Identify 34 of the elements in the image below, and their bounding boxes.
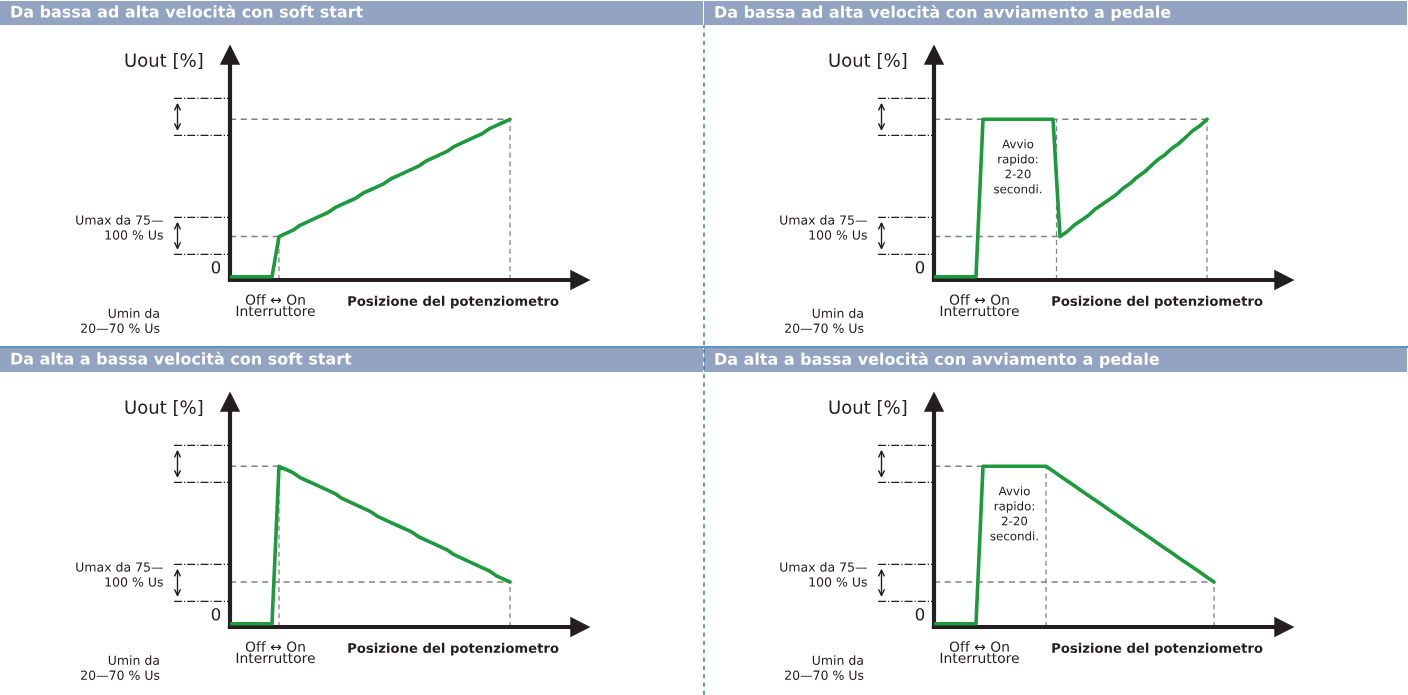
text: Umin da 20—70 % Us — [785, 655, 864, 680]
text: Interruttore — [940, 652, 1019, 664]
y-axis-title: Uout [%] — [125, 53, 203, 70]
text: Interruttore — [236, 652, 315, 664]
annotation: Avvio rapido: 2-20 secondi. — [990, 486, 1038, 541]
text: Umin da 20—70 % Us — [785, 308, 864, 333]
text: Interruttore — [236, 305, 315, 317]
x-axis-title: Posizione del potenziometro — [348, 642, 559, 656]
y-axis-title: Uout [%] — [829, 400, 907, 417]
text: Umin da 20—70 % Us — [81, 655, 160, 680]
chart-title: Da alta a bassa velocità con soft start — [11, 351, 352, 365]
text: 0 — [915, 607, 925, 621]
text: Off ↔ On — [949, 641, 1009, 652]
chart-title: Da alta a bassa velocità con avviamento a pedale — [715, 351, 1159, 369]
y-axis-title: Uout [%] — [125, 400, 203, 417]
text: Umax da 75— 100 % Us — [780, 562, 867, 587]
text: Off ↔ On — [245, 294, 305, 305]
x-axis-title: Posizione del potenziometro — [348, 295, 559, 309]
text: Umax da 75— 100 % Us — [780, 215, 867, 240]
text: Umax da 75— 100 % Us — [76, 215, 163, 240]
chart-title: Da bassa ad alta velocità con avviamento a pedale — [715, 4, 1171, 22]
x-axis-title: Posizione del potenziometro — [1052, 642, 1263, 656]
text: 0 — [211, 607, 221, 621]
text: 0 — [211, 260, 221, 274]
y-axis-title: Uout [%] — [829, 53, 907, 70]
text: Off ↔ On — [245, 641, 305, 652]
x-axis-title: Posizione del potenziometro — [1052, 295, 1263, 309]
text: Interruttore — [940, 305, 1019, 317]
text: Off ↔ On — [949, 294, 1009, 305]
chart-title: Da bassa ad alta velocità con soft start — [11, 4, 363, 18]
text: Umax da 75— 100 % Us — [76, 562, 163, 587]
text: 0 — [915, 260, 925, 274]
text: Umin da 20—70 % Us — [81, 308, 160, 333]
annotation: Avvio rapido: 2-20 secondi. — [994, 139, 1042, 194]
